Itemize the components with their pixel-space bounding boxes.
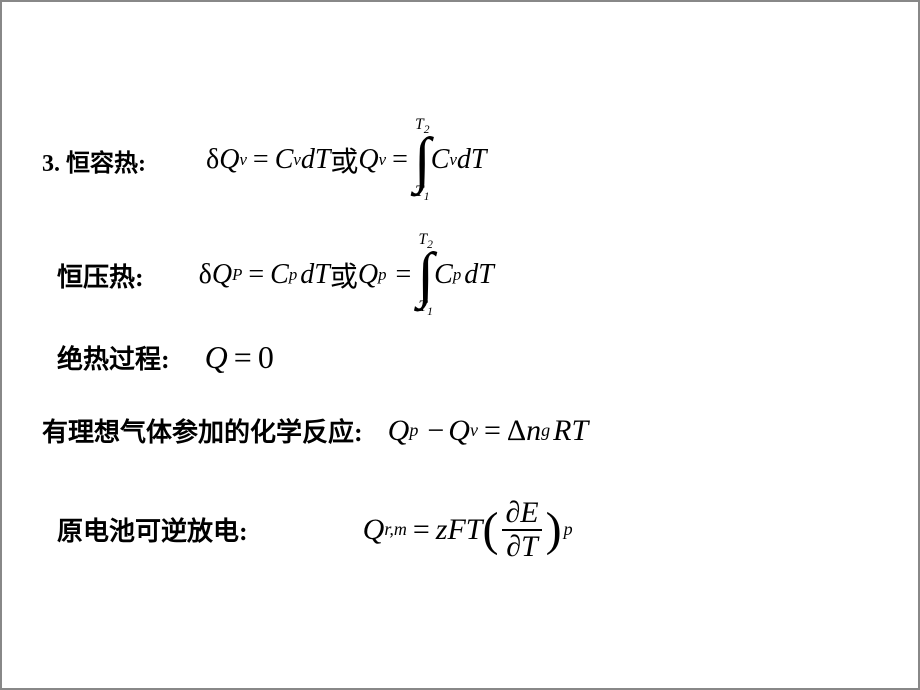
var-Q: Q	[363, 513, 385, 547]
row-constant-volume-heat: 3. 恒容热: δQv = CvdT或Qv = T2 ∫ T1 CvdT	[42, 117, 487, 203]
or-text: 或	[330, 255, 358, 295]
rparen: )	[546, 511, 562, 549]
zero: 0	[258, 339, 274, 376]
var-Q: Q	[205, 339, 228, 376]
var-C: C	[434, 259, 453, 291]
sub-p: p	[409, 420, 418, 441]
equals: =	[386, 144, 414, 176]
sub-P: P	[232, 265, 242, 285]
label-ideal-gas: 有理想气体参加的化学反应:	[42, 412, 363, 449]
label-number: 3.	[42, 151, 60, 177]
var-Q: Q	[358, 144, 378, 176]
var-Q: Q	[448, 414, 470, 448]
formula-adiabatic: Q = 0	[205, 339, 274, 376]
equals: =	[242, 259, 270, 291]
label-reversible-discharge: 原电池可逆放电:	[57, 511, 248, 548]
equals: =	[407, 513, 436, 547]
sub-g: g	[541, 420, 550, 441]
var-Q: Q	[219, 144, 239, 176]
sub-v: v	[449, 150, 456, 170]
lparen: (	[482, 511, 498, 549]
integral-symbol: ∫	[414, 139, 431, 182]
row-ideal-gas-reaction: 有理想气体参加的化学反应: Qp − Qv = ΔngRT	[42, 412, 588, 449]
integral: T2 ∫ T1	[417, 232, 434, 318]
row-adiabatic: 绝热过程: Q = 0	[57, 339, 274, 376]
equals: =	[247, 144, 275, 176]
int-lower: T1	[419, 299, 433, 319]
var-Q: Q	[388, 414, 410, 448]
formula-ideal-gas: Qp − Qv = ΔngRT	[388, 414, 589, 448]
integral: T2 ∫ T1	[414, 117, 431, 203]
label-constant-pressure: 恒压热:	[57, 257, 144, 294]
var-dT: dT	[300, 259, 330, 291]
var-Q: Q	[358, 259, 378, 291]
sub-v: v	[470, 420, 478, 441]
sub-p: p	[289, 265, 297, 285]
delta-symbol: δ	[199, 259, 212, 291]
delta-symbol: δ	[206, 144, 219, 176]
sub-p: p	[378, 265, 386, 285]
formula-reversible-discharge: Qr,m = zFT( ∂E ∂T )p	[363, 497, 573, 563]
var-dT: dT	[301, 144, 331, 176]
var-C: C	[270, 259, 289, 291]
label-text: 恒容热:	[60, 151, 146, 177]
equals: =	[478, 414, 507, 448]
var-zFT: zFT	[436, 513, 483, 547]
sub-p: p	[564, 519, 573, 540]
var-C: C	[275, 144, 294, 176]
denominator: ∂T	[503, 531, 541, 563]
row-constant-pressure-heat: 恒压热: δQP = CpdT或Qp = T2 ∫ T1 CpdT	[57, 232, 494, 318]
formula-constant-pressure: δQP = CpdT或Qp = T2 ∫ T1 CpdT	[199, 232, 494, 318]
var-n: n	[526, 414, 541, 448]
sub-v: v	[379, 150, 386, 170]
var-RT: RT	[553, 414, 588, 448]
or-text: 或	[330, 140, 358, 180]
sub-rm: r,m	[384, 519, 407, 540]
formula-constant-volume: δQv = CvdT或Qv = T2 ∫ T1 CvdT	[206, 117, 487, 203]
integral-symbol: ∫	[417, 254, 434, 297]
sub-v: v	[293, 150, 300, 170]
Delta-symbol: Δ	[507, 414, 526, 448]
fraction: ∂E ∂T	[502, 497, 541, 563]
minus: −	[423, 414, 448, 448]
row-reversible-discharge: 原电池可逆放电: Qr,m = zFT( ∂E ∂T )p	[57, 497, 573, 563]
numerator: ∂E	[502, 497, 541, 529]
int-lower: T1	[415, 184, 429, 204]
equals: =	[228, 339, 258, 376]
sub-p: p	[453, 265, 461, 285]
var-dT: dT	[457, 144, 487, 176]
var-C: C	[431, 144, 450, 176]
label-adiabatic: 绝热过程:	[57, 339, 170, 376]
sub-v: v	[239, 150, 246, 170]
label-constant-volume: 3. 恒容热:	[42, 143, 146, 178]
equals: =	[389, 259, 417, 291]
var-dT: dT	[464, 259, 494, 291]
var-Q: Q	[212, 259, 232, 291]
